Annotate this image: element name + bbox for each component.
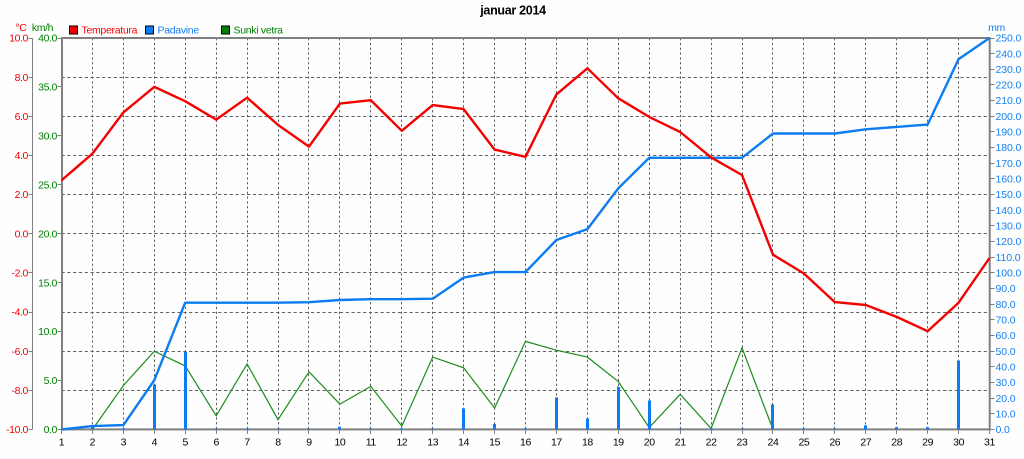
svg-text:10.0: 10.0 <box>996 408 1016 420</box>
svg-text:25: 25 <box>798 437 809 449</box>
svg-text:35.0: 35.0 <box>38 82 57 94</box>
svg-text:20.0: 20.0 <box>996 393 1016 405</box>
svg-text:27: 27 <box>860 437 871 449</box>
svg-text:210.0: 210.0 <box>996 95 1022 107</box>
svg-text:26: 26 <box>829 437 840 449</box>
svg-text:2: 2 <box>90 437 96 449</box>
svg-text:8.0: 8.0 <box>15 72 29 84</box>
svg-text:240.0: 240.0 <box>996 48 1022 60</box>
svg-text:0.0: 0.0 <box>44 424 58 436</box>
svg-text:6.0: 6.0 <box>15 111 29 123</box>
svg-text:230.0: 230.0 <box>996 64 1022 76</box>
svg-text:15.0: 15.0 <box>38 277 57 289</box>
svg-text:3: 3 <box>121 437 127 449</box>
svg-text:22: 22 <box>706 437 717 449</box>
svg-text:-2.0: -2.0 <box>12 268 29 280</box>
svg-text:-4.0: -4.0 <box>12 307 29 319</box>
svg-text:190.0: 190.0 <box>996 127 1022 139</box>
svg-text:40.0: 40.0 <box>38 33 57 45</box>
svg-text:160.0: 160.0 <box>996 174 1022 186</box>
svg-text:6: 6 <box>213 437 219 449</box>
svg-text:40.0: 40.0 <box>996 362 1016 374</box>
svg-text:20.0: 20.0 <box>38 228 57 240</box>
svg-text:250.0: 250.0 <box>996 33 1022 45</box>
svg-text:18: 18 <box>582 437 593 449</box>
svg-text:21: 21 <box>675 437 686 449</box>
svg-text:220.0: 220.0 <box>996 80 1022 92</box>
svg-text:0.0: 0.0 <box>996 424 1011 436</box>
svg-text:10: 10 <box>334 437 345 449</box>
svg-text:150.0: 150.0 <box>996 189 1022 201</box>
svg-text:mm: mm <box>988 22 1005 34</box>
svg-text:60.0: 60.0 <box>996 330 1016 342</box>
svg-text:50.0: 50.0 <box>996 346 1016 358</box>
svg-text:-8.0: -8.0 <box>12 385 29 397</box>
svg-text:1: 1 <box>59 437 65 449</box>
svg-text:19: 19 <box>613 437 624 449</box>
svg-text:5.0: 5.0 <box>44 375 58 387</box>
svg-text:-6.0: -6.0 <box>12 346 29 358</box>
svg-text:200.0: 200.0 <box>996 111 1022 123</box>
svg-text:31: 31 <box>984 437 995 449</box>
svg-text:28: 28 <box>891 437 902 449</box>
svg-text:0.0: 0.0 <box>15 228 29 240</box>
svg-text:25.0: 25.0 <box>38 179 57 191</box>
svg-text:130.0: 130.0 <box>996 221 1022 233</box>
svg-text:20: 20 <box>644 437 655 449</box>
svg-text:km/h: km/h <box>32 22 54 34</box>
svg-text:140.0: 140.0 <box>996 205 1022 217</box>
svg-text:90.0: 90.0 <box>996 283 1016 295</box>
svg-text:24: 24 <box>768 437 779 449</box>
svg-text:14: 14 <box>458 437 469 449</box>
svg-text:23: 23 <box>737 437 748 449</box>
svg-text:-10.0: -10.0 <box>6 424 28 436</box>
svg-text:30: 30 <box>953 437 964 449</box>
svg-text:110.0: 110.0 <box>996 252 1021 264</box>
svg-text:4: 4 <box>152 437 158 449</box>
svg-text:100.0: 100.0 <box>996 268 1022 280</box>
svg-text:7: 7 <box>244 437 250 449</box>
svg-text:17: 17 <box>551 437 562 449</box>
svg-text:170.0: 170.0 <box>996 158 1022 170</box>
svg-text:30.0: 30.0 <box>996 377 1016 389</box>
svg-text:2.0: 2.0 <box>15 189 29 201</box>
svg-text:15: 15 <box>489 437 500 449</box>
svg-text:°C: °C <box>16 22 28 34</box>
svg-text:29: 29 <box>922 437 933 449</box>
svg-text:80.0: 80.0 <box>996 299 1016 311</box>
svg-text:4.0: 4.0 <box>15 150 29 162</box>
svg-text:5: 5 <box>182 437 188 449</box>
svg-text:16: 16 <box>520 437 531 449</box>
svg-text:70.0: 70.0 <box>996 315 1016 327</box>
svg-text:9: 9 <box>306 437 312 449</box>
svg-text:10.0: 10.0 <box>9 33 28 45</box>
svg-text:120.0: 120.0 <box>996 236 1022 248</box>
svg-text:Temperatura: Temperatura <box>82 25 138 37</box>
svg-text:11: 11 <box>366 437 377 449</box>
svg-text:30.0: 30.0 <box>38 131 57 143</box>
svg-text:13: 13 <box>427 437 438 449</box>
svg-text:12: 12 <box>396 437 407 449</box>
svg-text:8: 8 <box>275 437 281 449</box>
svg-text:Padavine: Padavine <box>158 25 200 37</box>
svg-text:180.0: 180.0 <box>996 142 1022 154</box>
svg-text:januar 2014: januar 2014 <box>479 4 546 18</box>
svg-text:Sunki vetra: Sunki vetra <box>234 25 284 37</box>
svg-text:10.0: 10.0 <box>38 326 57 338</box>
